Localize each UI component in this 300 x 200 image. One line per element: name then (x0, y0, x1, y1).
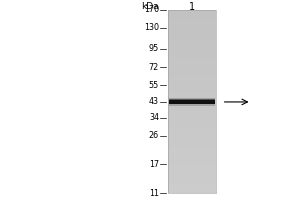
Bar (168, 152, 216, 154)
Bar (168, 10, 216, 12)
Bar (168, 120, 216, 122)
Text: 26: 26 (149, 131, 159, 140)
Bar (168, 166, 216, 168)
Bar (168, 83, 216, 85)
Bar (168, 58, 216, 60)
Bar (168, 111, 216, 113)
Bar (168, 117, 216, 120)
Bar (168, 39, 216, 42)
Bar (168, 134, 216, 136)
Bar (168, 49, 216, 51)
Bar (168, 159, 216, 161)
Text: 17: 17 (149, 160, 159, 169)
Bar (168, 10, 216, 193)
Bar (168, 154, 216, 157)
Bar (168, 37, 216, 40)
Bar (168, 30, 216, 33)
Bar (168, 115, 216, 118)
Bar (168, 108, 216, 111)
Bar (168, 26, 216, 28)
Bar (168, 140, 216, 143)
Bar (168, 182, 216, 184)
Bar (168, 85, 216, 88)
Bar (168, 145, 216, 147)
Bar (168, 78, 216, 81)
Bar (168, 94, 216, 97)
Bar (168, 186, 216, 189)
Bar (168, 92, 216, 95)
Bar (168, 42, 216, 44)
Bar (168, 101, 216, 104)
Bar (168, 16, 216, 19)
Text: 34: 34 (149, 113, 159, 122)
Bar (168, 173, 216, 175)
Text: 130: 130 (144, 23, 159, 32)
Bar (168, 23, 216, 26)
Bar (168, 163, 216, 166)
Bar (168, 81, 216, 83)
Bar (168, 189, 216, 191)
Bar (168, 74, 216, 76)
Bar (168, 106, 216, 108)
Bar (168, 138, 216, 141)
Bar (168, 156, 216, 159)
Bar (168, 88, 216, 90)
Bar (168, 51, 216, 53)
Bar (168, 67, 216, 69)
Bar (168, 60, 216, 63)
Text: 95: 95 (149, 44, 159, 53)
Bar (168, 33, 216, 35)
Bar (169, 100, 215, 104)
Bar (168, 90, 216, 92)
Bar (168, 76, 216, 79)
Text: 1: 1 (189, 2, 195, 12)
Bar (168, 53, 216, 56)
Bar (168, 122, 216, 125)
Bar (169, 98, 215, 106)
Bar (168, 184, 216, 186)
Bar (168, 44, 216, 46)
Text: 170: 170 (144, 5, 159, 14)
Bar (168, 179, 216, 182)
Bar (168, 104, 216, 106)
Bar (168, 97, 216, 99)
Bar (168, 127, 216, 129)
Text: 55: 55 (149, 81, 159, 90)
Bar (169, 100, 215, 104)
Bar (168, 147, 216, 150)
Bar (168, 143, 216, 145)
Bar (168, 168, 216, 170)
Bar (168, 65, 216, 67)
Bar (168, 14, 216, 17)
Bar (168, 19, 216, 21)
Bar (168, 129, 216, 131)
Bar (168, 55, 216, 58)
Text: 72: 72 (149, 63, 159, 72)
Bar (168, 170, 216, 173)
Bar (168, 150, 216, 152)
Bar (169, 99, 215, 104)
Bar (168, 35, 216, 37)
Text: kDa: kDa (141, 2, 159, 11)
Text: 43: 43 (149, 97, 159, 106)
Bar (168, 46, 216, 49)
Bar (168, 62, 216, 65)
Bar (168, 161, 216, 164)
Bar (168, 124, 216, 127)
Bar (168, 191, 216, 193)
Bar (168, 21, 216, 24)
Bar (168, 69, 216, 72)
Bar (168, 28, 216, 30)
Bar (168, 177, 216, 180)
Text: 11: 11 (149, 189, 159, 198)
Bar (168, 131, 216, 134)
Bar (168, 99, 216, 102)
Bar (168, 175, 216, 177)
Bar (168, 72, 216, 74)
Bar (168, 136, 216, 138)
Bar (168, 113, 216, 115)
Bar (168, 12, 216, 14)
